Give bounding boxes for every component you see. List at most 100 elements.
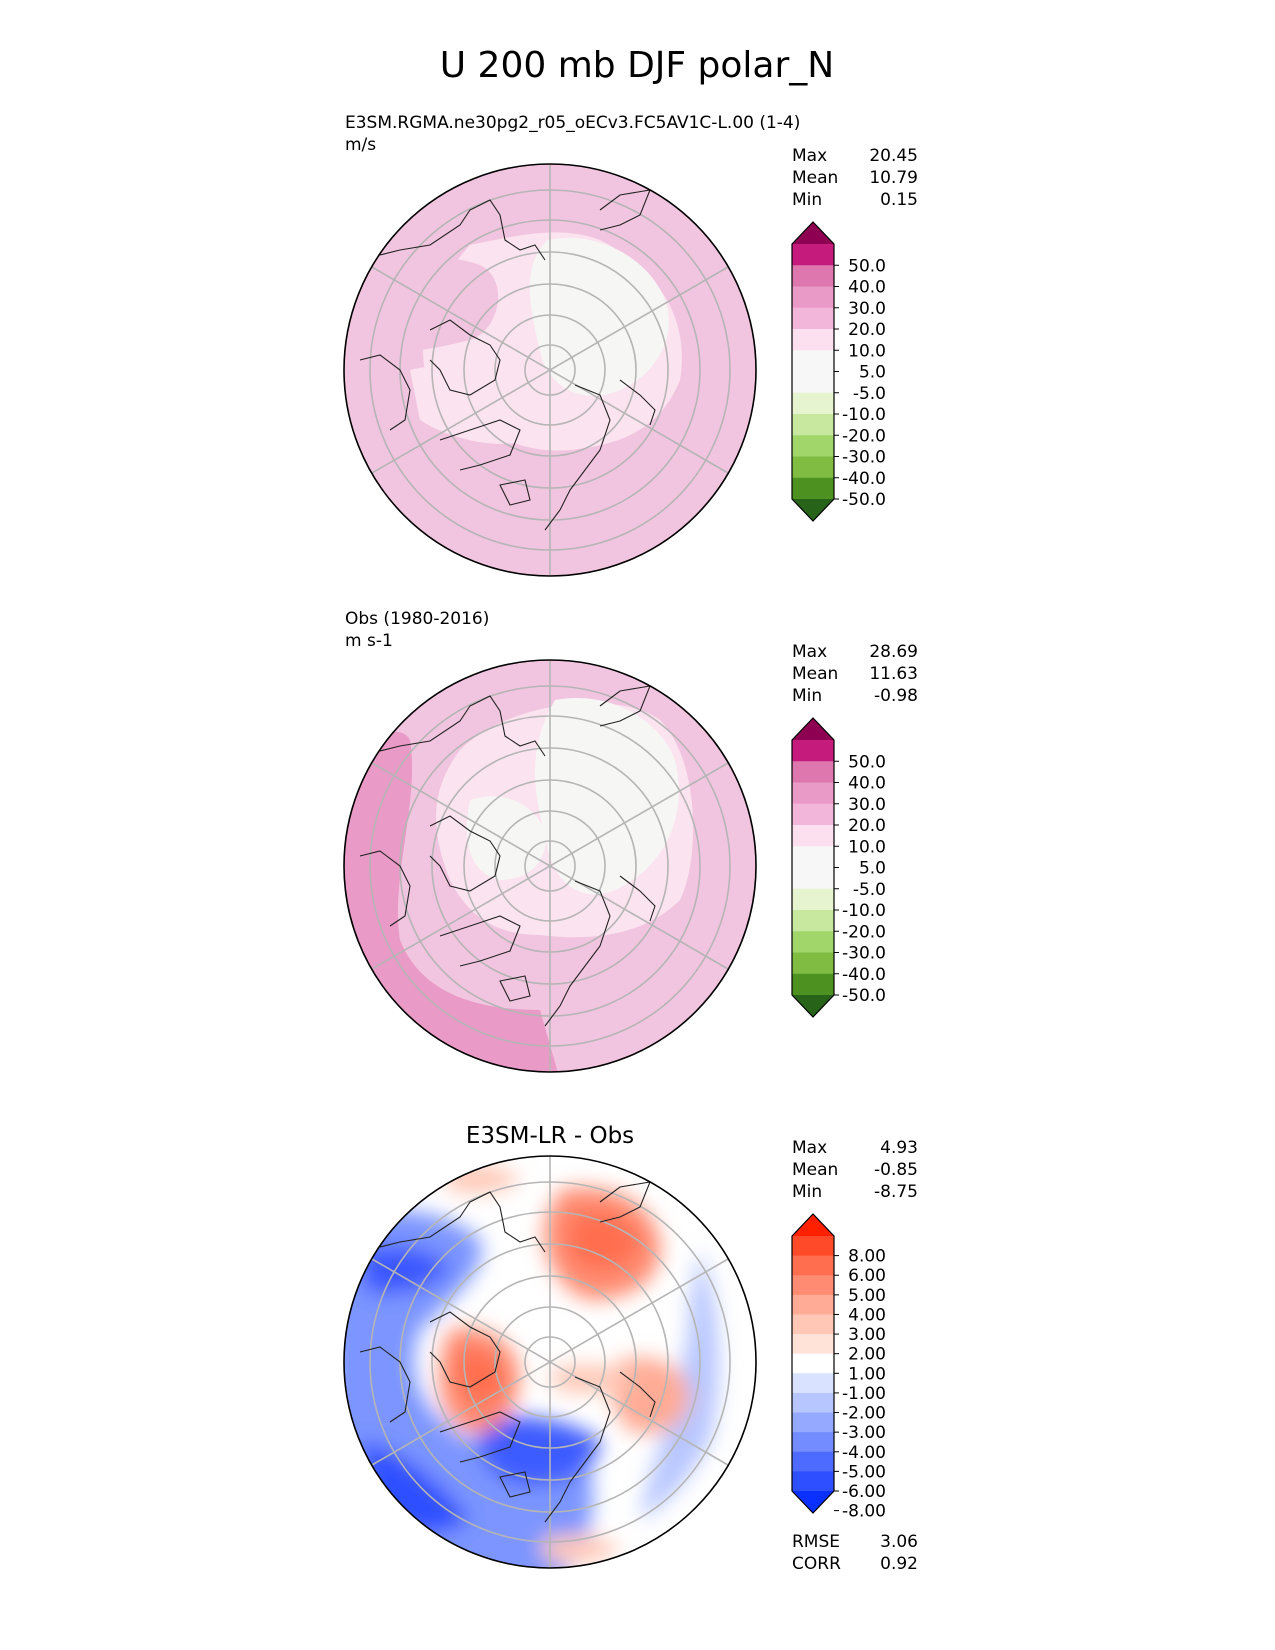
stat-label: Min <box>792 190 822 210</box>
colorbar-tick-label: 5.0 <box>859 363 886 383</box>
colorbar-segment <box>792 803 834 826</box>
colorbar-tick-label: -3.00 <box>842 1423 886 1443</box>
panel-model-units: m/s <box>345 135 376 155</box>
colorbar-tick-label: 50.0 <box>848 752 886 772</box>
field-pacific-negative-core <box>360 1246 450 1294</box>
stat-value: -0.85 <box>874 1160 918 1180</box>
colorbar-segment <box>792 825 834 847</box>
colorbar-segment <box>792 1314 834 1335</box>
colorbar-tick-label: 30.0 <box>848 795 886 815</box>
colorbar-tick-label: -5.00 <box>842 1462 886 1482</box>
colorbar-obs: 50.040.030.020.010.05.0-5.0-10.0-20.0-30… <box>791 717 886 1018</box>
colorbar-segment <box>792 1373 834 1394</box>
colorbar-segment <box>792 1432 834 1453</box>
stat-label: CORR <box>792 1554 841 1574</box>
colorbar-extend-top <box>792 718 834 740</box>
colorbar-segment <box>792 782 834 805</box>
panel-diff-title: E3SM-LR - Obs <box>466 1123 634 1149</box>
colorbar-segment <box>792 456 834 479</box>
colorbar-tick-label: 8.00 <box>848 1247 886 1267</box>
colorbar-segment <box>792 973 834 996</box>
colorbar-extend-bottom <box>792 1491 834 1513</box>
colorbar-tick-label: -5.0 <box>853 384 886 404</box>
map-boundary <box>343 1155 757 1569</box>
stat-value: -0.98 <box>874 686 918 706</box>
field-north-america-negative <box>477 1416 600 1486</box>
panel-model: E3SM.RGMA.ne30pg2_r05_oECv3.FC5AV1C-L.00… <box>343 113 918 577</box>
stat-label: RMSE <box>792 1532 840 1552</box>
colorbar-tick-label: -20.0 <box>842 426 886 446</box>
colorbar-segment <box>792 1275 834 1296</box>
colorbar-tick-label: 1.00 <box>848 1364 886 1384</box>
colorbar-segment <box>792 371 834 394</box>
colorbar-tick-label: -5.0 <box>853 880 886 900</box>
colorbar-tick-label: -50.0 <box>842 490 886 510</box>
stat-value: 4.93 <box>880 1138 918 1158</box>
stat-value: 0.92 <box>880 1554 918 1574</box>
colorbar-tick-label: 4.00 <box>848 1305 886 1325</box>
colorbar-segment <box>792 1294 834 1315</box>
stat-value: 10.79 <box>869 168 918 188</box>
colorbar-extend-top <box>792 1214 834 1236</box>
colorbar-segment <box>792 888 834 911</box>
colorbar-model: 50.040.030.020.010.05.0-5.0-10.0-20.0-30… <box>791 221 886 522</box>
stat-value: 11.63 <box>869 664 918 684</box>
colorbar-tick-label: 20.0 <box>848 816 886 836</box>
coastlines <box>359 1181 656 1523</box>
colorbar-segment <box>792 477 834 500</box>
colorbar-segment <box>792 910 834 932</box>
map-boundary <box>343 163 757 577</box>
colorbar-segment <box>792 1334 834 1355</box>
field-siberia-positive-core <box>568 1211 640 1270</box>
stat-label: Min <box>792 1182 822 1202</box>
colorbar-tick-label: 30.0 <box>848 299 886 319</box>
colorbar-tick-label: 20.0 <box>848 320 886 340</box>
colorbar-tick-label: 6.00 <box>848 1266 886 1286</box>
colorbar-segment <box>792 265 834 287</box>
colorbar-tick-label: -30.0 <box>842 944 886 964</box>
colorbar-tick-label: -6.00 <box>842 1482 886 1502</box>
graticule <box>369 1156 731 1568</box>
colorbar-segment <box>792 307 834 330</box>
coastlines <box>359 189 656 531</box>
panel-obs-stats: Max 28.69 Mean 11.63 Min -0.98 <box>792 642 918 706</box>
colorbar-tick-label: 3.00 <box>848 1325 886 1345</box>
panel-diff-extra-stats: RMSE 3.06 CORR 0.92 <box>792 1532 918 1574</box>
colorbar-tick-label: 10.0 <box>848 341 886 361</box>
colorbar-diff: 8.006.005.004.003.002.001.00-1.00-2.00-3… <box>791 1213 886 1522</box>
graticule <box>369 660 731 1072</box>
colorbar-tick-label: -10.0 <box>842 901 886 921</box>
stat-value: -8.75 <box>874 1182 918 1202</box>
colorbar-segment <box>792 1353 834 1374</box>
colorbar-segment <box>792 392 834 415</box>
stat-label: Mean <box>792 664 838 684</box>
panel-obs: Obs (1980-2016) m s-1 Max 28.69 Mean 11.… <box>343 609 918 1073</box>
colorbar-tick-label: -50.0 <box>842 986 886 1006</box>
colorbar-segment <box>792 761 834 783</box>
colorbar-tick-label: 2.00 <box>848 1345 886 1365</box>
panel-obs-label: Obs (1980-2016) <box>345 609 489 629</box>
colorbar-tick-label: 50.0 <box>848 256 886 276</box>
colorbar-segment <box>792 867 834 890</box>
colorbar-segment <box>792 286 834 309</box>
colorbar-tick-label: 40.0 <box>848 278 886 298</box>
colorbar-tick-label: 5.00 <box>848 1286 886 1306</box>
colorbar-segment <box>792 244 834 266</box>
map-boundary <box>343 659 757 1073</box>
colorbar-tick-label: -2.00 <box>842 1404 886 1424</box>
colorbar-tick-label: 5.0 <box>859 859 886 879</box>
colorbar-tick-label: -8.00 <box>842 1502 886 1522</box>
stat-value: 3.06 <box>880 1532 918 1552</box>
field-pacific-jet <box>344 731 560 1072</box>
colorbar-segment <box>792 846 834 868</box>
colorbar-segment <box>792 931 834 953</box>
colorbar-segment <box>792 740 834 762</box>
colorbar-tick-label: -4.00 <box>842 1443 886 1463</box>
colorbar-segment <box>792 435 834 457</box>
colorbar-tick-label: -10.0 <box>842 405 886 425</box>
panel-diff: E3SM-LR - Obs Max 4.93 Mean -0.85 Min -8… <box>343 1123 918 1574</box>
colorbar-extend-bottom <box>792 995 834 1017</box>
colorbar-segment <box>792 1236 834 1257</box>
colorbar-segment <box>792 1255 834 1276</box>
